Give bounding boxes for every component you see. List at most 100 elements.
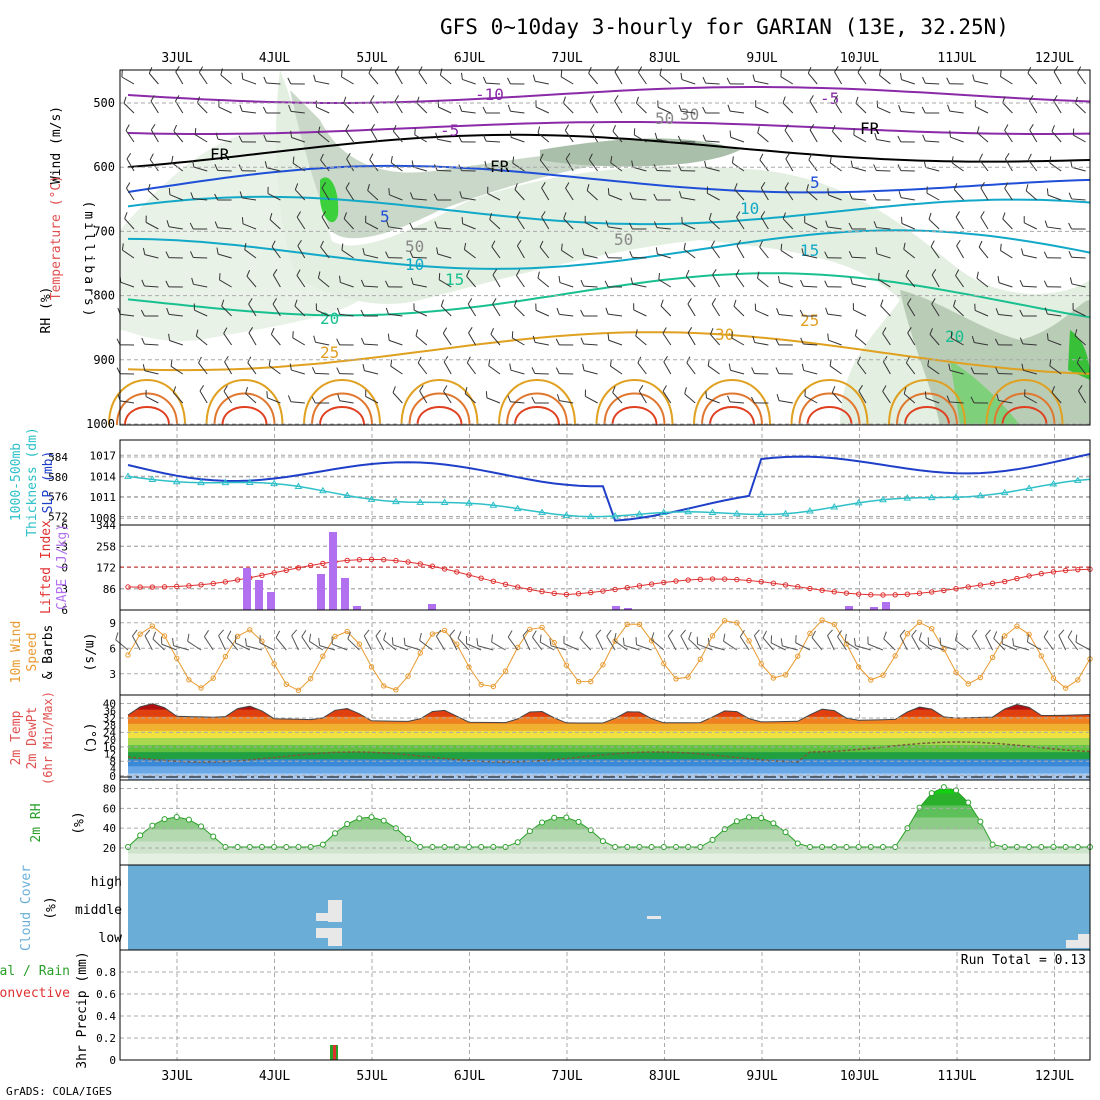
rh-marker [137, 832, 144, 839]
wind-speed-marker [636, 621, 643, 627]
barb-staff [808, 159, 818, 172]
barb-flag [782, 212, 786, 219]
upper-wind-barb [1049, 359, 1062, 375]
barb-staff [759, 246, 769, 259]
thickness-line [127, 475, 1091, 518]
barb-staff [461, 197, 476, 201]
upper-wind-barb [827, 333, 842, 346]
barb-flag [560, 70, 563, 77]
barb-staff [1047, 226, 1062, 230]
lifted-index-marker [697, 576, 704, 583]
label-cloud-cover: Cloud Cover [19, 865, 34, 951]
precip-tick: 0 [109, 1054, 116, 1067]
barb-staff [651, 639, 665, 651]
barb-staff [461, 110, 476, 114]
lifted-index-marker [368, 556, 375, 563]
upper-wind-barb [214, 193, 232, 201]
wind-barb [739, 629, 750, 651]
upper-wind-barb [385, 307, 403, 317]
barb-flag [461, 217, 464, 224]
barb-flag [1051, 386, 1056, 393]
rh-marker [867, 844, 874, 850]
thickness-marker [659, 508, 668, 515]
temp-tick: 32 [103, 712, 116, 725]
upper-wind-barb [580, 337, 598, 346]
upper-wind-barb [123, 96, 135, 114]
lifted-index-marker [186, 583, 192, 589]
barb-flag [1068, 192, 1073, 200]
barb-flag [660, 299, 664, 307]
surface-isotherm-3-0 [400, 379, 479, 426]
barb-staff [413, 166, 427, 172]
barb-flag [541, 182, 546, 189]
barb-staff [919, 639, 933, 651]
wind-barb [780, 638, 798, 651]
barb-staff [541, 187, 550, 201]
upper-wind-barb [678, 191, 696, 201]
lifted-index-marker [758, 579, 764, 585]
lifted-index-marker [429, 563, 436, 569]
barb-staff [879, 74, 891, 85]
upper-wind-barb [172, 386, 184, 404]
lifted-index-marker [782, 582, 789, 588]
cape-bar-12 [882, 602, 890, 610]
barb-flag [883, 631, 887, 640]
barb-flag [564, 124, 570, 131]
upper-wind-barb [702, 134, 720, 143]
rh-marker [624, 844, 631, 850]
barb-staff [193, 283, 208, 288]
barb-staff [559, 313, 574, 317]
barb-flag [759, 153, 764, 161]
barb-staff [588, 72, 598, 85]
barb-staff [364, 254, 379, 259]
wind-barb [579, 631, 592, 651]
barb-staff [122, 249, 135, 259]
lifted-index-marker [977, 582, 984, 588]
barb-staff [437, 169, 452, 172]
barb-staff [608, 226, 623, 230]
rh-marker [380, 817, 387, 824]
thickness-marker [854, 498, 863, 506]
barb-flag [216, 247, 219, 255]
barb-flag [563, 212, 567, 219]
barb-staff [685, 275, 696, 288]
barb-flag [394, 95, 399, 102]
barb-staff [464, 249, 476, 259]
barb-flag [241, 217, 244, 224]
wind-barb [131, 629, 141, 651]
barb-flag [782, 96, 786, 104]
lifted-index-marker [600, 588, 606, 594]
wind-speed-marker [551, 639, 557, 646]
upper-wind-barb [855, 96, 867, 114]
barb-flag [680, 629, 686, 637]
isotherm-label-20: 50 [405, 237, 424, 256]
barb-staff [907, 332, 916, 346]
upper-wind-barb [555, 367, 574, 375]
barb-staff [437, 227, 452, 230]
barb-staff [294, 189, 306, 201]
li-tick: 6 [61, 604, 68, 617]
barb-flag [1019, 309, 1024, 317]
barb-flag [1046, 333, 1049, 341]
barb-staff [584, 222, 598, 230]
wind-barb [622, 637, 640, 651]
barb-staff [145, 396, 159, 404]
thickness-tick: 576 [48, 491, 68, 504]
rh-marker [758, 814, 765, 821]
lifted-index-marker [490, 578, 497, 585]
rh-marker [283, 844, 290, 850]
upper-wind-barb [292, 331, 306, 346]
upper-wind-barb [901, 216, 915, 230]
barb-staff [656, 169, 671, 172]
barb-staff [245, 393, 257, 404]
barb-flag [301, 630, 307, 637]
upper-wind-barb [584, 389, 598, 404]
barb-flag [581, 248, 585, 255]
barb-flag [939, 637, 942, 646]
barb-staff [610, 365, 623, 375]
barb-flag [345, 182, 350, 189]
lifted-index-marker [514, 584, 521, 590]
upper-wind-barb [907, 327, 916, 346]
barb-staff [1071, 283, 1086, 288]
barb-flag [388, 188, 390, 195]
